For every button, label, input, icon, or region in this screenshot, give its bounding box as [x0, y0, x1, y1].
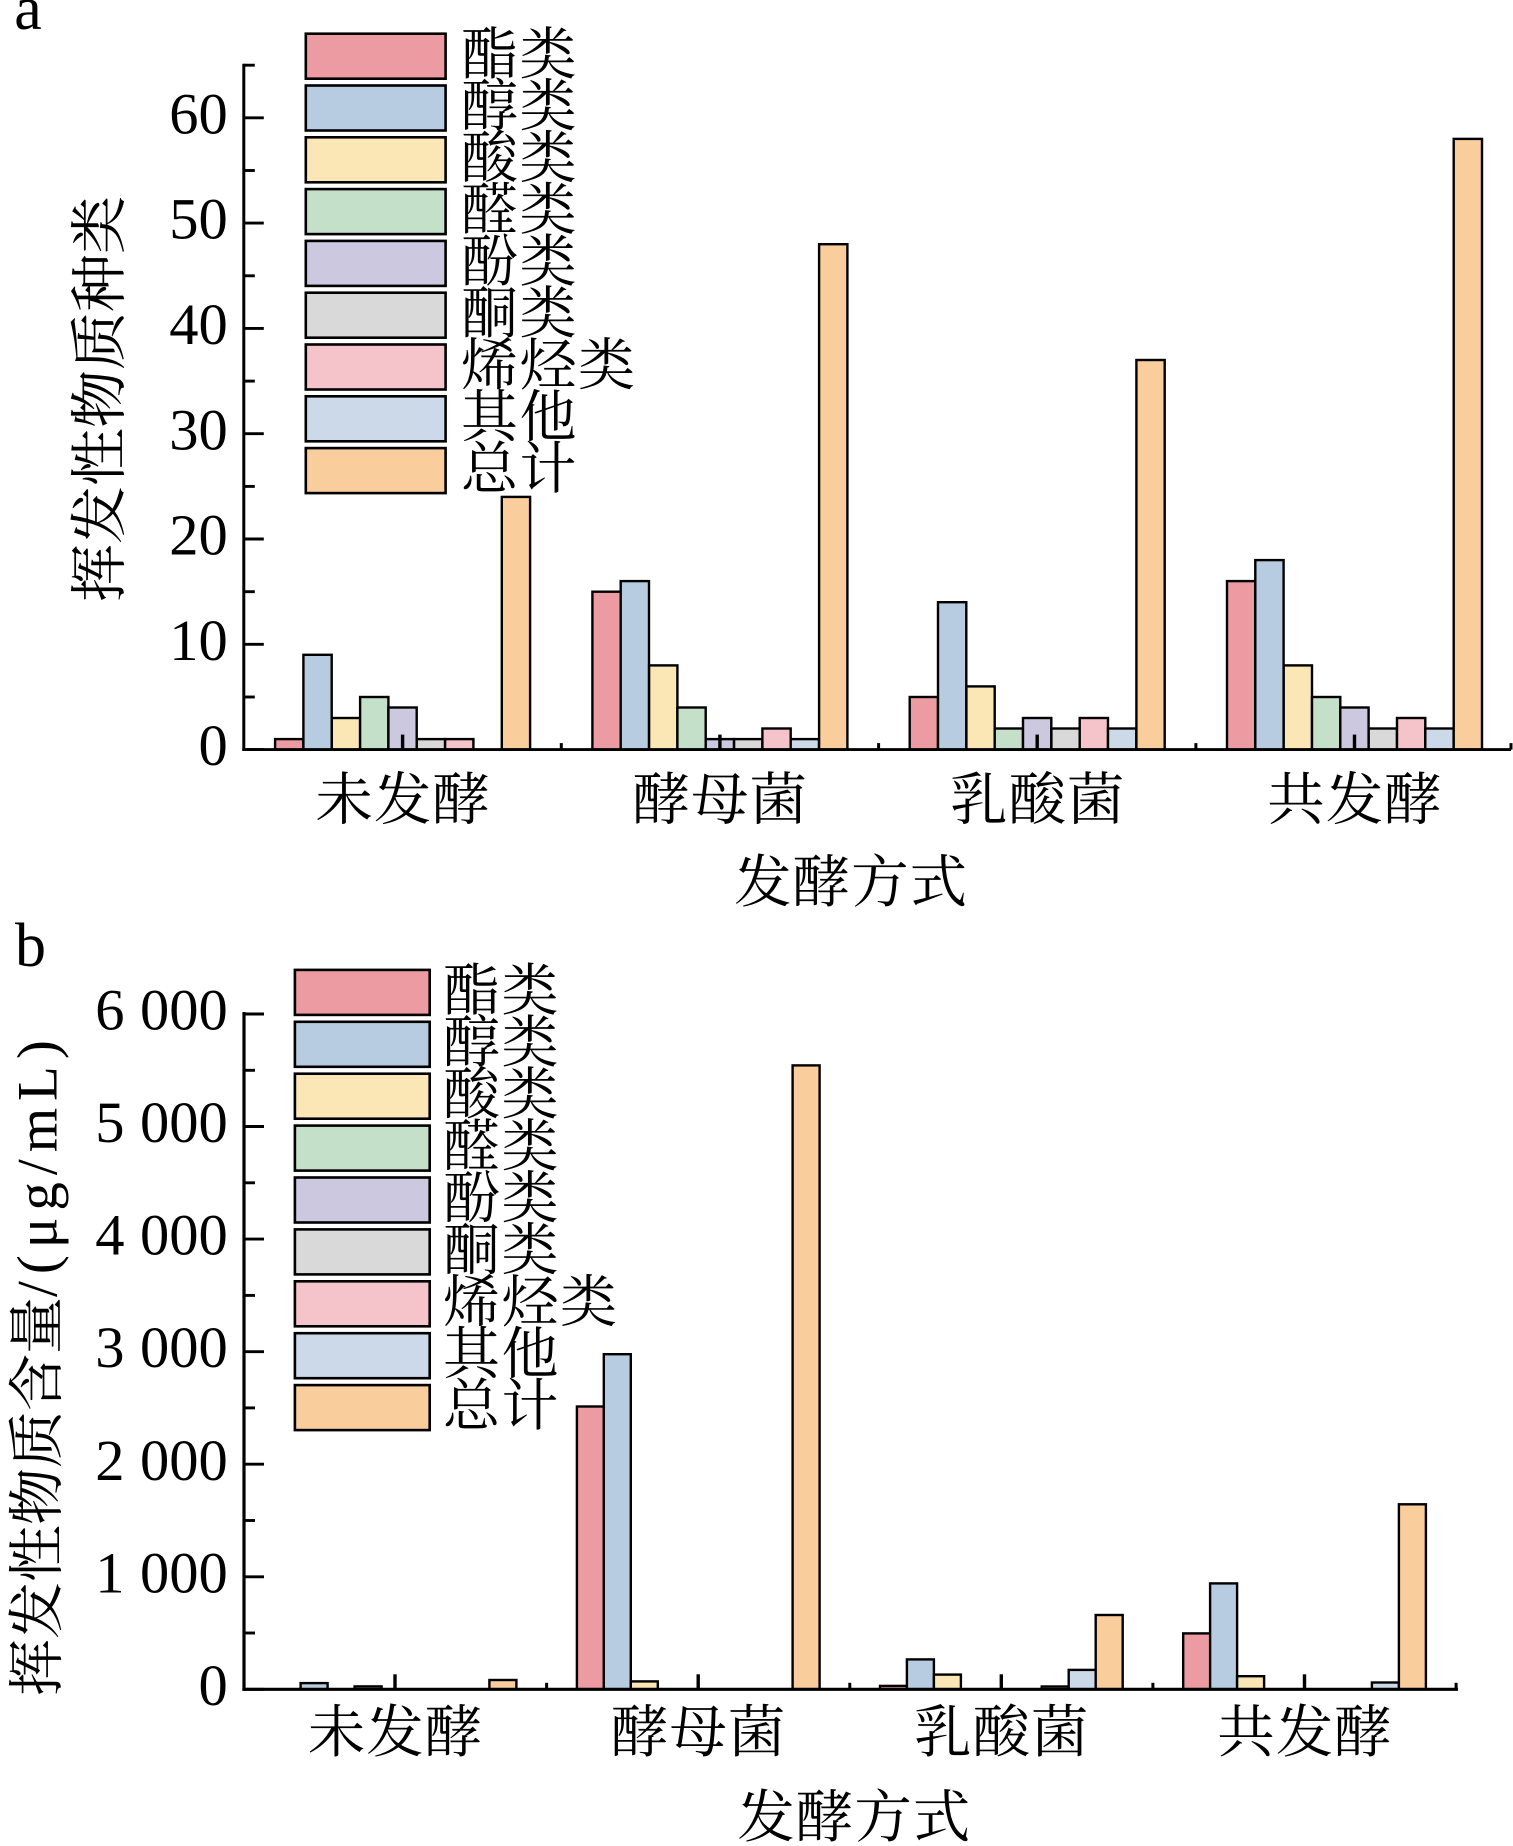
- svg-text:000: 000: [140, 978, 228, 1043]
- svg-text:3: 3: [95, 1315, 124, 1380]
- svg-text:0: 0: [199, 713, 228, 778]
- svg-text:40: 40: [169, 292, 228, 357]
- svg-text:000: 000: [140, 1428, 228, 1493]
- svg-text:30: 30: [169, 397, 228, 462]
- svg-text:000: 000: [140, 1203, 228, 1268]
- svg-text:0: 0: [199, 1653, 228, 1718]
- svg-text:6: 6: [95, 978, 124, 1043]
- svg-text:5: 5: [95, 1090, 124, 1155]
- svg-text:50: 50: [169, 187, 228, 252]
- svg-text:000: 000: [140, 1315, 228, 1380]
- svg-text:20: 20: [169, 503, 228, 568]
- svg-text:4: 4: [95, 1203, 124, 1268]
- svg-text:a: a: [14, 0, 42, 43]
- svg-text:000: 000: [140, 1540, 228, 1605]
- svg-text:000: 000: [140, 1090, 228, 1155]
- svg-text:/(μg/mL): /(μg/mL): [7, 1033, 70, 1297]
- svg-text:2: 2: [95, 1428, 124, 1493]
- svg-text:10: 10: [169, 608, 228, 673]
- svg-text:b: b: [15, 912, 46, 980]
- svg-text:1: 1: [95, 1540, 124, 1605]
- svg-text:60: 60: [169, 81, 228, 146]
